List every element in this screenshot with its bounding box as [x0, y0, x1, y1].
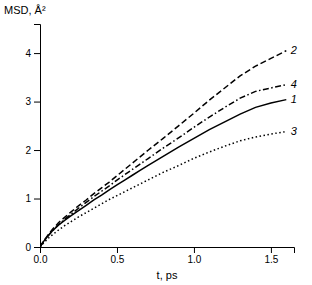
series-line: [40, 132, 286, 247]
x-tick-mark: [271, 247, 272, 253]
y-tick-mark: [34, 150, 40, 151]
x-tick: 0.5: [111, 247, 125, 265]
curve-label: 2: [290, 44, 297, 56]
y-tick-mark: [34, 199, 40, 200]
y-axis-line: [34, 25, 41, 248]
curve-label: 3: [291, 125, 298, 137]
x-axis-line: [41, 248, 295, 254]
annotations: 1 2 3 4: [290, 44, 298, 137]
chart-container: 0.0 0.5 1.0 1.5 0 1 2 3 4 1 2 3 4 t, ps MSD, Å²: [0, 0, 312, 285]
y-tick-mark: [34, 53, 40, 54]
y-tick-label: 3: [25, 96, 31, 107]
y-tick-mark: [34, 102, 40, 103]
y-tick: 2: [25, 145, 40, 156]
y-tick-label: 1: [25, 193, 31, 204]
y-tick: 0: [25, 242, 40, 253]
x-tick-label: 0.0: [34, 254, 48, 265]
y-tick: 1: [25, 193, 40, 204]
x-tick-label: 1.0: [187, 254, 201, 265]
y-axis: 0 1 2 3 4: [25, 25, 40, 253]
series-line: [40, 85, 286, 247]
x-tick-label: 1.5: [264, 254, 278, 265]
x-axis-title: t, ps: [157, 269, 178, 281]
series-line: [40, 51, 286, 247]
x-tick-label: 0.5: [111, 254, 125, 265]
chart-svg: 0.0 0.5 1.0 1.5 0 1 2 3 4 1 2 3 4 t, ps MSD, Å²: [0, 0, 312, 285]
y-tick: 3: [25, 96, 40, 107]
x-tick: 0.0: [34, 247, 48, 265]
curve-label: 1: [291, 93, 297, 105]
series-line: [40, 100, 286, 247]
y-axis-title: MSD, Å²: [4, 4, 46, 16]
y-tick-label: 4: [25, 48, 31, 59]
y-tick-label: 0: [25, 242, 31, 253]
curve-label: 4: [291, 78, 297, 90]
lines: [40, 51, 286, 247]
x-tick-mark: [194, 247, 195, 253]
x-tick: 1.0: [187, 247, 201, 265]
y-tick-mark: [34, 247, 40, 248]
y-tick-label: 2: [25, 145, 31, 156]
x-tick-mark: [117, 247, 118, 253]
y-tick: 4: [25, 48, 40, 59]
plot: 0.0 0.5 1.0 1.5 0 1 2 3 4 1 2 3 4 t, ps MSD, Å²: [4, 4, 298, 281]
x-tick: 1.5: [264, 247, 278, 265]
x-axis: 0.0 0.5 1.0 1.5: [34, 247, 295, 265]
